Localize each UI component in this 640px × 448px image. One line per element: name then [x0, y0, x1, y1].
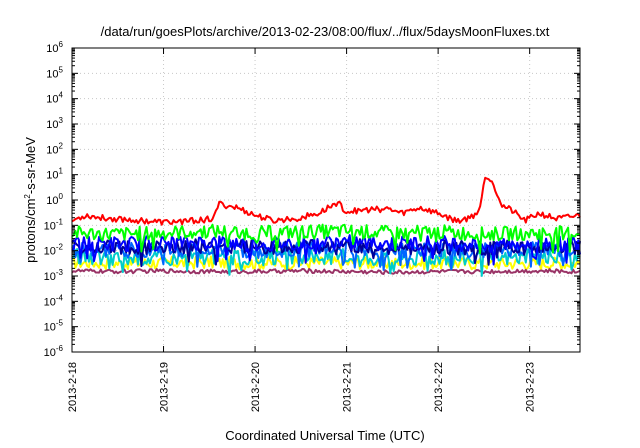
- y-axis-label: protons/cm2-s-sr-MeV: [23, 137, 38, 263]
- x-tick-label: 2013-2-18: [67, 362, 79, 412]
- grid-lines: [71, 47, 580, 353]
- series-line-5: [71, 234, 581, 266]
- chart-title: /data/run/goesPlots/archive/2013-02-23/0…: [101, 24, 550, 39]
- series-line-7: [71, 176, 581, 226]
- series-line-4: [71, 238, 581, 268]
- x-axis-label: Coordinated Universal Time (UTC): [225, 428, 424, 443]
- y-tick-label: 103: [46, 116, 63, 131]
- y-tick-label: 10-3: [44, 268, 64, 283]
- y-tick-labels: 10-6 10-5 10-4 10-3 10-2 10-1 100 101 102 103 104 1…: [44, 40, 64, 359]
- axis-ticks: [71, 47, 580, 353]
- y-tick-label: 101: [46, 167, 63, 182]
- x-tick-label: 2013-2-21: [342, 362, 354, 412]
- x-tick-label: 2013-2-22: [433, 362, 445, 412]
- y-tick-label: 104: [46, 91, 63, 106]
- x-tick-label: 2013-2-19: [159, 362, 171, 412]
- x-tick-label: 2013-2-23: [525, 362, 537, 412]
- y-tick-label: 100: [46, 192, 63, 207]
- y-tick-label: 10-6: [44, 344, 64, 359]
- y-tick-label: 105: [46, 65, 63, 80]
- y-tick-label: 10-2: [44, 243, 64, 258]
- data-series: [71, 176, 581, 277]
- y-tick-label: 102: [46, 141, 63, 156]
- y-tick-label: 10-5: [44, 319, 64, 334]
- y-tick-label: 10-1: [44, 217, 64, 232]
- y-tick-label: 106: [46, 40, 63, 55]
- series-line-6: [71, 223, 581, 255]
- x-tick-label: 2013-2-20: [250, 362, 262, 412]
- x-tick-labels: 2013-2-18 2013-2-19 2013-2-20 2013-2-21 2013…: [67, 362, 537, 412]
- series-line-1: [71, 268, 581, 275]
- y-tick-label: 10-4: [44, 293, 64, 308]
- series-line-0: [71, 255, 581, 271]
